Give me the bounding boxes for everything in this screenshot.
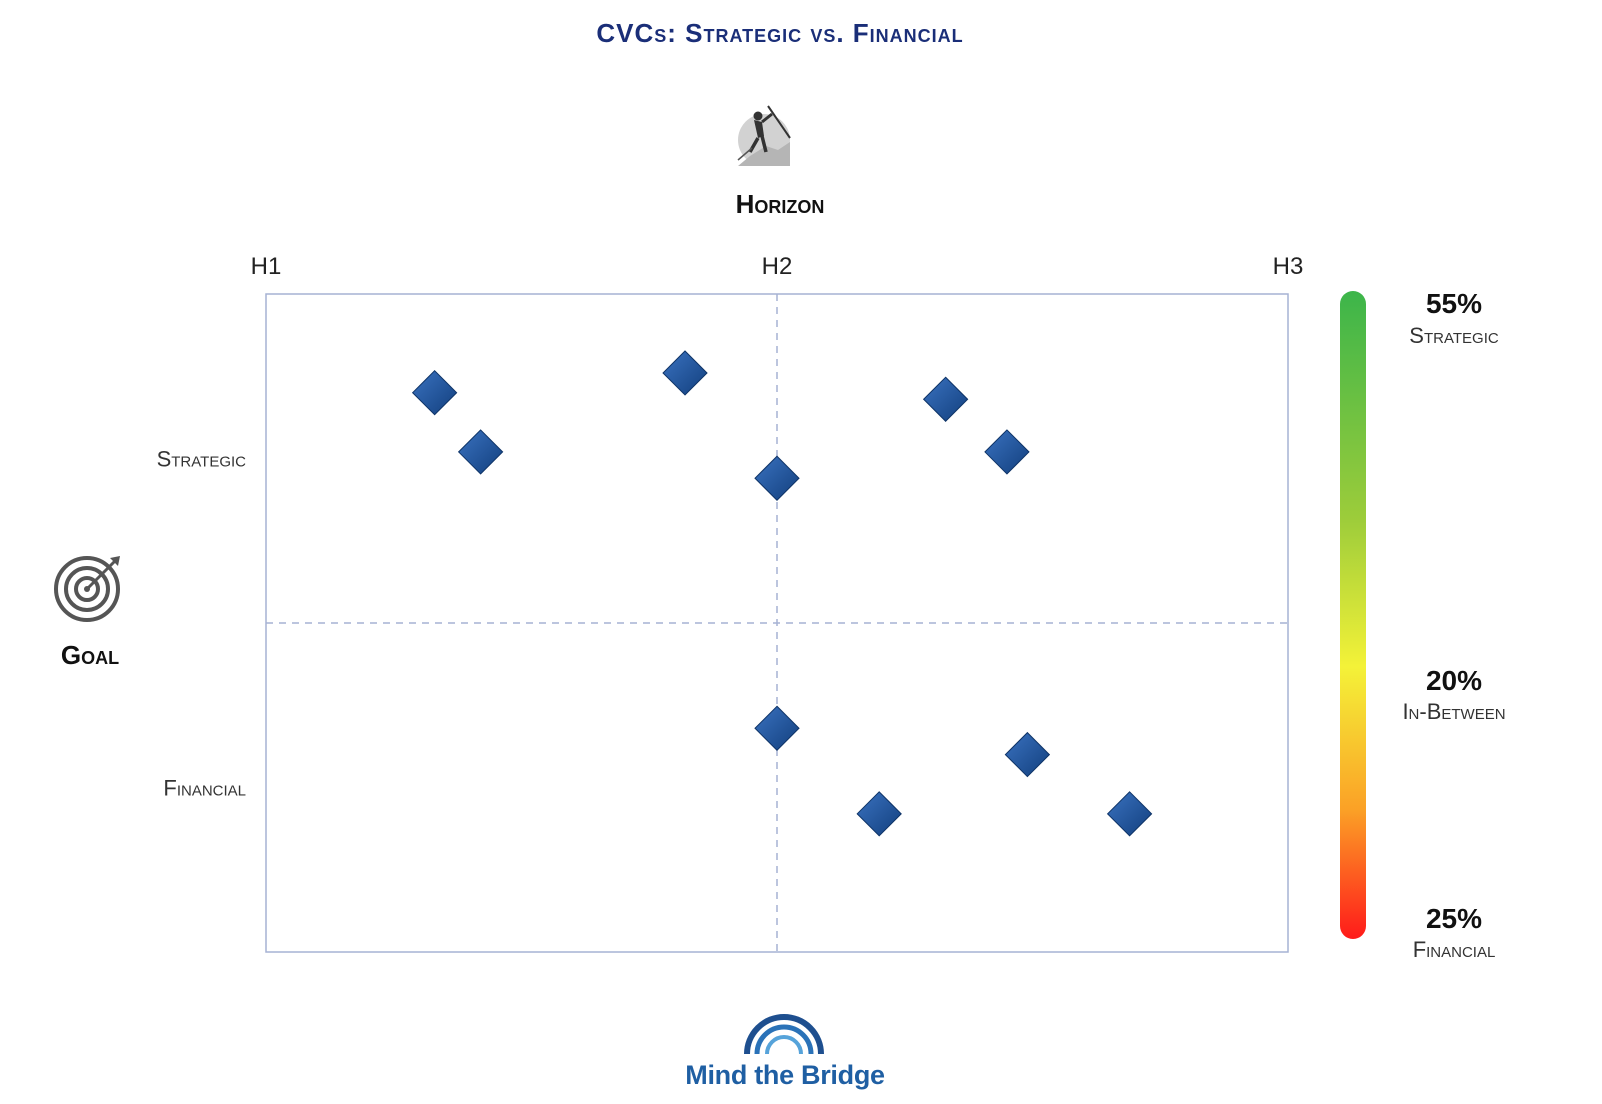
legend-inbetween-label: In-Between (1402, 699, 1506, 724)
legend-strategic-percent: 55% (1425, 288, 1483, 319)
legend-gradient-bar (1340, 291, 1366, 939)
legend-inbetween-percent: 20% (1425, 665, 1483, 696)
x-tick-label: H3 (1273, 253, 1304, 280)
x-tick-label: H1 (251, 253, 282, 280)
y-category-label: Financial (163, 776, 246, 801)
y-category-label: Strategic (157, 447, 247, 472)
data-point-diamond (984, 429, 1030, 475)
data-point-diamond (1004, 731, 1051, 778)
legend-strategic-label: Strategic (1409, 323, 1499, 348)
data-point-diamond (922, 376, 969, 422)
legend-financial-label: Financial (1412, 937, 1496, 962)
legend-financial-percent: 25% (1425, 903, 1483, 934)
climber-icon (737, 105, 791, 166)
data-point-diamond (662, 350, 708, 396)
x-tick-label: H2 (762, 253, 793, 280)
chart-title: CVCs: Strategic vs. Financial (596, 18, 964, 48)
data-point-diamond (1106, 791, 1153, 837)
data-point-diamond (754, 705, 800, 751)
x-axis-title: Horizon (735, 189, 825, 219)
data-point-diamond (856, 791, 902, 837)
data-point-diamond (457, 429, 504, 475)
bridge-arc-logo (744, 1014, 824, 1055)
brand-name: Mind the Bridge (685, 1060, 885, 1090)
data-point-diamond (754, 455, 800, 501)
data-point-diamond (411, 369, 458, 416)
target-icon (54, 556, 120, 622)
y-axis-title: Goal (60, 640, 120, 670)
